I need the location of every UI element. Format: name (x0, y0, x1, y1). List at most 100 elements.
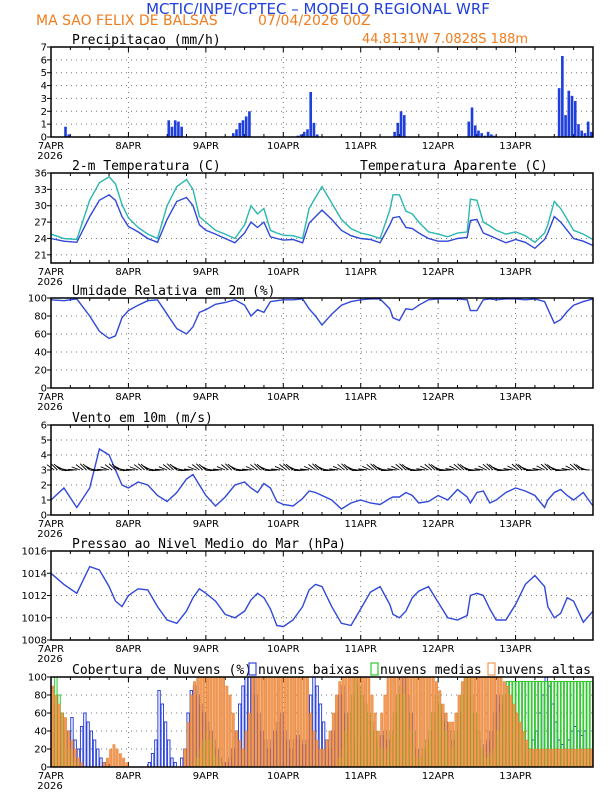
wind-barb (154, 468, 164, 471)
wind-barb (406, 468, 416, 471)
clouds-xtick-label: 8APR (115, 771, 141, 782)
precip-xtick-label: 10APR (267, 141, 300, 152)
cloud-bar-nuvens-altas (206, 676, 209, 768)
slp-xtick-label: 11APR (344, 644, 377, 655)
wind-barb (337, 463, 345, 471)
cloud-bar-nuvens-altas (577, 748, 580, 768)
cloud-bar-nuvens-altas (289, 676, 293, 768)
clouds-year-label: 2026 (37, 781, 62, 792)
wind-xtick-label: 11APR (344, 519, 377, 530)
wind-barb (221, 464, 229, 471)
cloud-bar-nuvens-altas (315, 739, 319, 768)
precip-ytick-label: 1 (41, 120, 47, 131)
wind-barb (329, 468, 339, 471)
rh-xtick-label: 8APR (115, 392, 141, 403)
cloud-bar-nuvens-baixas (167, 739, 171, 768)
cloud-bar-nuvens-altas (302, 676, 306, 768)
precip-bar (564, 115, 567, 137)
temp-year-label: 2026 (37, 277, 62, 288)
wind-barb (354, 469, 364, 471)
wind-barb (187, 466, 197, 471)
cloud-bar-nuvens-altas (535, 748, 538, 768)
wind-barb (503, 468, 513, 471)
precip-bar (312, 122, 316, 137)
cloud-bar-nuvens-altas (251, 676, 255, 768)
cloud-bar-nuvens-altas (415, 676, 419, 768)
clouds-ytick-label: 40 (34, 727, 47, 738)
cloud-bar-nuvens-altas (477, 676, 480, 768)
precip-title: Precipitacao (mm/h) (72, 33, 221, 48)
rh-ytick-label: 60 (34, 330, 47, 341)
wind-barb (445, 468, 455, 471)
precip-bar (402, 115, 406, 137)
cloud-bar-nuvens-altas (483, 676, 487, 768)
cloud-bar-nuvens-altas (115, 748, 119, 768)
slp-series-line (50, 565, 594, 628)
wind-barb (290, 468, 300, 471)
slp-xtick-label: 13APR (499, 644, 532, 655)
precip-bar (561, 56, 564, 137)
cloud-bar-nuvens-altas (60, 712, 64, 768)
precip-bar (299, 134, 303, 137)
rh-ytick-label: 0 (41, 384, 47, 395)
wind-barb (151, 469, 161, 472)
wind-barb (540, 463, 549, 471)
cloud-bar-nuvens-altas (489, 676, 493, 768)
wind-barb (387, 468, 397, 471)
clouds-legend-label: nuvens altas (497, 663, 591, 678)
header-coords: 44.8131W 7.0828S 188m (362, 32, 528, 47)
wind-panel: 0 1 2 3 4 5 6 Vento em 10m (m/s) 7APR 8APR 9APR 10A… (37, 411, 594, 540)
rh-panel: 0 20 40 60 80 100 Umidade Relativa em 2m (%) 7A… (28, 284, 594, 413)
wind-barb (158, 466, 168, 471)
wind-barb (453, 463, 462, 471)
cloud-bar-nuvens-altas (412, 676, 416, 768)
cloud-bar-nuvens-altas (193, 681, 196, 768)
wind-barb (67, 468, 77, 471)
wind-barb (296, 469, 306, 472)
cloud-bar-nuvens-altas (480, 676, 484, 768)
precip-bar (567, 90, 571, 137)
precip-ytick-label: 7 (41, 43, 47, 54)
cloud-bar-nuvens-altas (335, 694, 338, 768)
wind-barb (104, 464, 113, 471)
rh-year-label: 2026 (37, 402, 62, 413)
rh-series-line (50, 298, 594, 340)
precip-bar (235, 129, 238, 137)
cloud-bar-nuvens-altas (199, 676, 203, 768)
wind-barb (474, 468, 484, 471)
precip-bar (577, 124, 580, 137)
wind-barb (416, 468, 426, 471)
cloud-bar-nuvens-altas (515, 712, 519, 768)
wind-barb (174, 468, 184, 471)
temp-xtick-label: 7APR (38, 267, 64, 278)
temp-legend: Temperatura Aparente (C) (360, 159, 548, 174)
cloud-bar-nuvens-altas (428, 676, 432, 768)
precip-bar (590, 131, 593, 137)
clouds-xtick-label: 13APR (499, 771, 532, 782)
precip-bar (180, 126, 183, 137)
wind-barb (267, 469, 277, 472)
cloud-bar-nuvens-altas (580, 748, 584, 768)
precip-bar (64, 126, 67, 137)
cloud-bar-nuvens-altas (506, 685, 509, 768)
wind-ytick-label: 2 (41, 481, 47, 492)
clouds-legend-swatch (487, 662, 496, 676)
wind-barb (75, 464, 84, 471)
cloud-bar-nuvens-altas (122, 757, 126, 768)
wind-barb (53, 463, 61, 471)
wind-frame (50, 424, 594, 516)
wind-barb (536, 465, 545, 471)
wind-barb (308, 464, 316, 471)
cloud-bar-nuvens-altas (473, 676, 477, 768)
cloud-bar-nuvens-baixas (150, 753, 155, 768)
wind-barb (358, 468, 368, 471)
wind-barb (428, 463, 436, 471)
cloud-bar-nuvens-altas (418, 676, 422, 768)
wind-barb (79, 463, 87, 471)
wind-barb (362, 465, 371, 471)
precip-bar (480, 133, 484, 137)
precip-bar (315, 134, 319, 137)
cloud-bar-nuvens-altas (454, 712, 458, 768)
cloud-bar-nuvens-altas (518, 721, 522, 768)
cloud-bar-nuvens-altas (431, 676, 435, 768)
